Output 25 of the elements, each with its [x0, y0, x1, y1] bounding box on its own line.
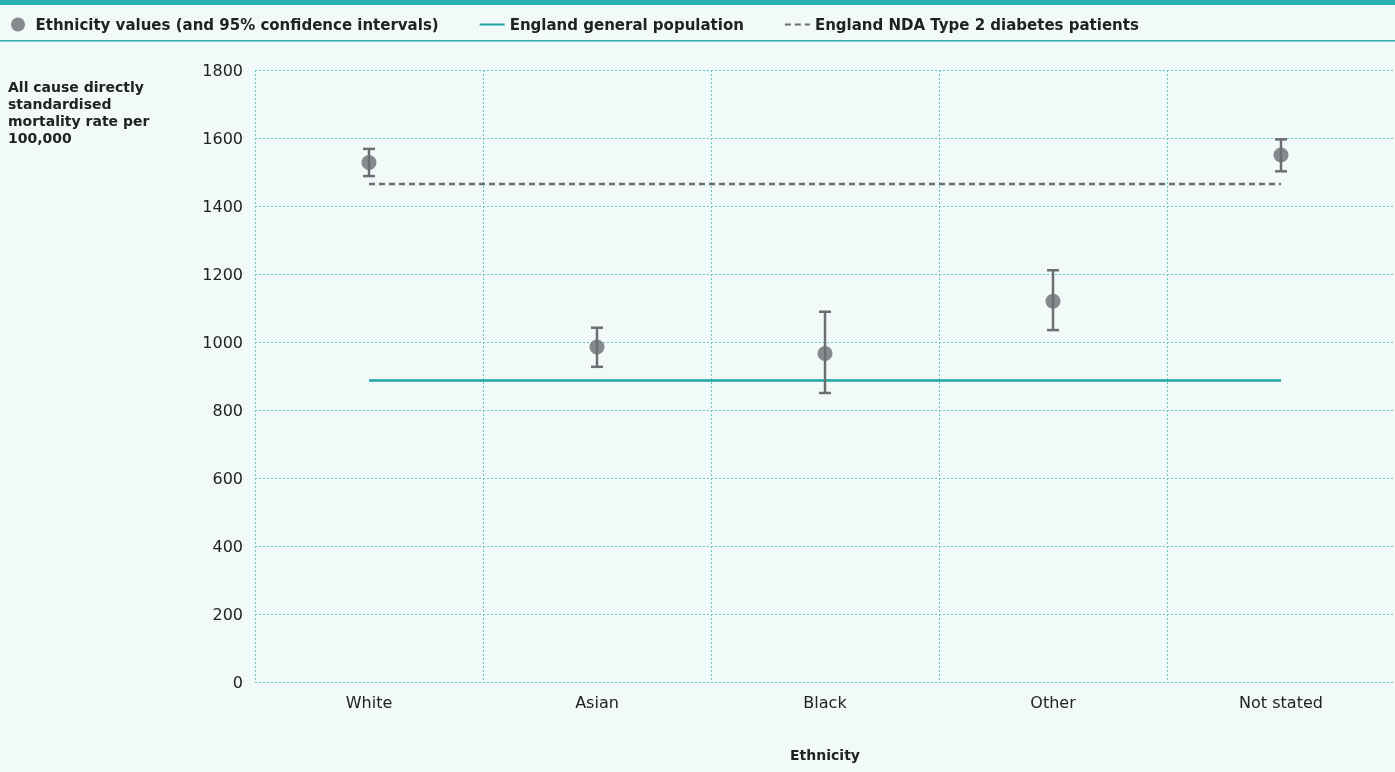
point — [1045, 293, 1061, 309]
y-tick-label: 1000 — [202, 332, 243, 352]
y-axis-title: All cause directly standardised mortality rate per 100,000 — [8, 78, 155, 146]
x-tick-label: Asian — [575, 692, 619, 712]
point — [361, 154, 377, 170]
point — [1273, 147, 1289, 163]
y-tick-label: 800 — [212, 400, 243, 420]
y-tick-label: 0 — [232, 672, 243, 692]
legend-label: Ethnicity values (and 95% confidence intervals) — [35, 15, 439, 34]
y-tick-label: 1800 — [202, 60, 243, 80]
x-axis-title: Ethnicity — [790, 747, 860, 763]
y-tick-label: 1400 — [202, 196, 243, 216]
y-tick-label: 1600 — [202, 128, 243, 148]
y-tick-label: 1200 — [202, 264, 243, 284]
y-tick-label: 400 — [212, 536, 243, 556]
y-tick-label: 200 — [212, 604, 243, 624]
x-tick-label: Not stated — [1239, 692, 1323, 712]
legend-label: England general population — [509, 15, 744, 34]
point — [589, 339, 605, 355]
x-tick-label: White — [345, 692, 393, 712]
x-tick-label: Black — [803, 692, 848, 712]
x-tick-label: Other — [1030, 692, 1077, 712]
y-tick-label: 600 — [212, 468, 243, 488]
point — [817, 346, 833, 362]
legend-label: England NDA Type 2 diabetes patients — [814, 15, 1139, 34]
